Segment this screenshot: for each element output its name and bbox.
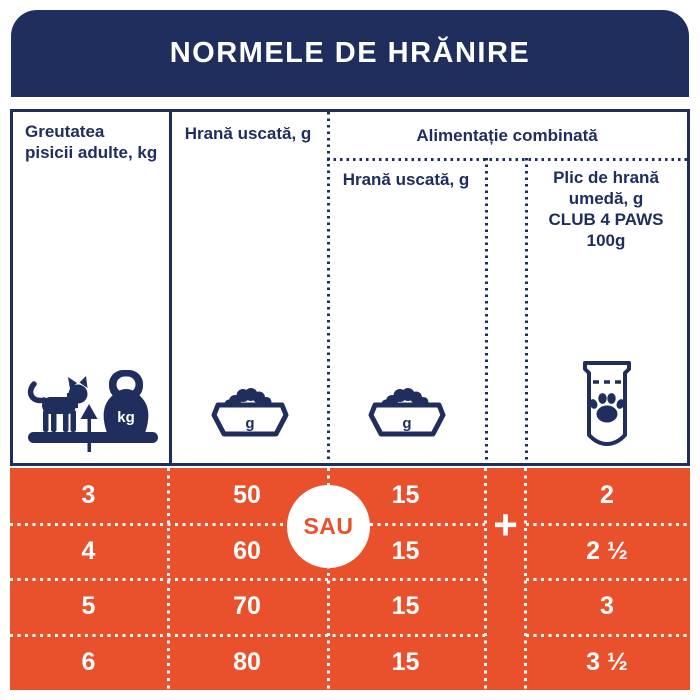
column-header-cat-weight-line1: Greutatea xyxy=(25,122,105,141)
divider-row3-row4 xyxy=(10,633,485,637)
title-bar: NORMELE DE HRĂNIRE xyxy=(11,10,689,97)
divider-row1-row2 xyxy=(526,522,690,526)
subheader-wet-line1: Plic de hrană xyxy=(553,168,659,187)
subheader-wet-food-pouch: Plic de hrană umedă, g CLUB 4 PAWS 100g xyxy=(525,167,687,251)
column-header-cat-weight: Greutatea pisicii adulte, kg xyxy=(25,121,165,163)
cell-combo-wet-r4: 3 ½ xyxy=(586,647,628,676)
page-title: NORMELE DE HRĂNIRE xyxy=(169,37,531,69)
dry-food-bowl-icon: g xyxy=(211,388,289,437)
subheader-wet-line2: umedă, g xyxy=(568,189,644,208)
cat-tail xyxy=(27,381,47,404)
column-header-cat-weight-line2: pisicii adulte, kg xyxy=(25,143,158,162)
wet-food-pouch-icon xyxy=(583,361,631,446)
plus-sign: + xyxy=(493,501,518,548)
cell-weight-r4: 6 xyxy=(81,647,96,676)
divider-data-spacer-col4 xyxy=(524,468,527,690)
cat-weight-scale-icon: kg xyxy=(27,370,158,452)
column-header-dry-food: Hrană uscată, g xyxy=(184,124,312,143)
cell-combo-wet-r2: 2 ½ xyxy=(586,536,628,565)
bowl-unit-label: g xyxy=(245,415,254,432)
divider-row3-row4 xyxy=(526,633,690,637)
divider-col2-col3-dotted xyxy=(327,112,330,463)
divider-row2-row3 xyxy=(526,578,690,581)
or-badge: SAU xyxy=(287,485,370,568)
dry-food-bowl-icon: g xyxy=(368,388,446,437)
divider-col3-spacer-dotted xyxy=(485,158,488,463)
divider-row2-row3 xyxy=(10,578,485,581)
cell-dry-r1: 50 xyxy=(233,481,261,510)
cell-weight-r3: 5 xyxy=(81,592,96,621)
paw-print-icon xyxy=(589,393,625,423)
cell-weight-r1: 3 xyxy=(81,481,96,510)
subheader-dry-food-combo: Hrană uscată, g xyxy=(342,170,470,189)
scale-bar xyxy=(28,432,158,443)
column-header-combined-feeding: Alimentație combinată xyxy=(416,126,598,145)
subheader-wet-line3: CLUB 4 PAWS xyxy=(548,210,664,229)
cell-dry-r2: 60 xyxy=(233,536,261,565)
cat-head xyxy=(68,384,88,404)
cell-combo-dry-r2: 15 xyxy=(391,536,420,565)
cell-combo-dry-r1: 15 xyxy=(391,481,420,510)
cell-weight-r2: 4 xyxy=(81,536,96,565)
cell-combo-wet-r1: 2 xyxy=(600,481,614,510)
cell-combo-dry-r4: 15 xyxy=(391,647,420,676)
subheader-wet-line4: 100g xyxy=(586,231,626,250)
divider-col1-col2 xyxy=(169,112,172,463)
cell-combo-dry-r3: 15 xyxy=(391,592,420,621)
bowl-unit-label: g xyxy=(402,415,411,432)
feeding-table-header: Greutatea pisicii adulte, kg Hrană uscat… xyxy=(10,109,690,466)
divider-spacer-col4-dotted xyxy=(525,158,528,463)
cell-combo-wet-r3: 3 xyxy=(600,592,614,621)
cell-dry-r4: 80 xyxy=(233,647,261,676)
kettlebell-unit-label: kg xyxy=(117,409,135,426)
divider-combined-subheaders-dotted xyxy=(327,158,687,161)
feeding-table-data: 3 50 15 2 4 60 15 2 ½ 5 70 15 3 6 80 15 … xyxy=(10,468,690,690)
cell-dry-r3: 70 xyxy=(233,592,261,621)
divider-row1-row2 xyxy=(10,522,485,526)
divider-data-col3-spacer xyxy=(484,468,487,690)
kettlebell-icon xyxy=(103,370,149,433)
